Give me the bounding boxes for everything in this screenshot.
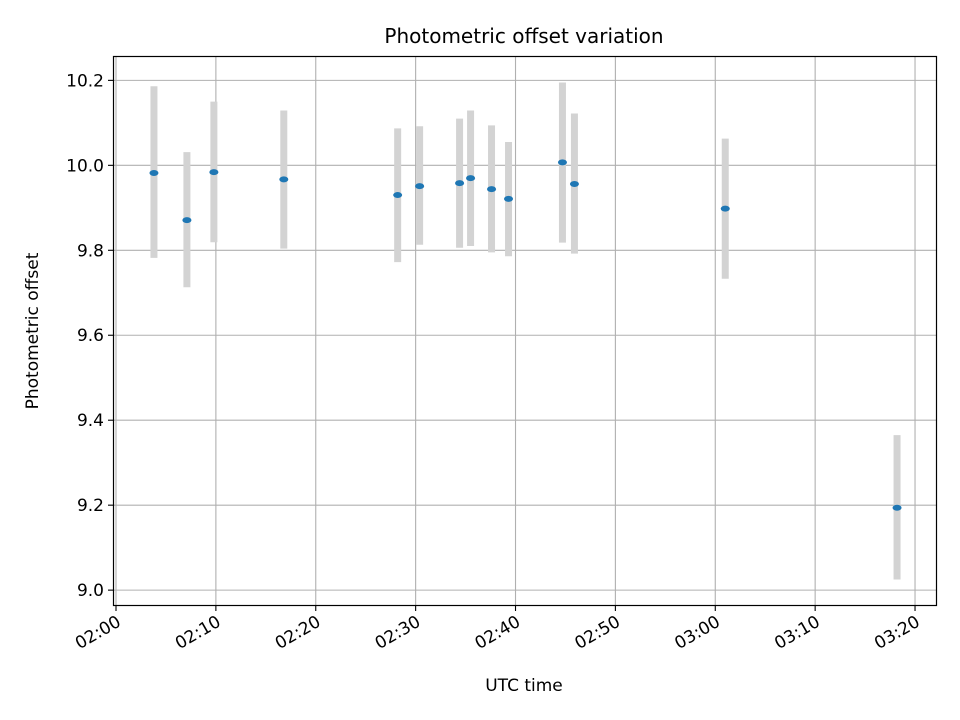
y-tick-label: 9.4 [77, 411, 104, 431]
y-tick-label: 10.0 [66, 156, 104, 176]
data-point [892, 504, 902, 511]
data-point [415, 183, 425, 190]
x-tick-label: 02:00 [72, 612, 124, 654]
x-tick-label: 02:30 [372, 612, 424, 654]
grid-lines [114, 57, 936, 605]
y-tick-label: 9.6 [77, 326, 104, 346]
data-point [182, 217, 192, 224]
x-axis-title: UTC time [485, 676, 563, 696]
data-point [209, 169, 219, 176]
data-point [279, 176, 289, 183]
data-point [487, 186, 497, 193]
data-point [569, 181, 579, 188]
data-point [466, 175, 476, 182]
y-tick-label: 9.2 [77, 496, 104, 516]
y-tick-label: 10.2 [66, 71, 104, 91]
data-point [393, 192, 403, 199]
x-axis-ticks: 02:00 02:10 02:20 02:30 02:40 02:50 03:00 03:10… [72, 605, 924, 654]
x-tick-label: 02:40 [472, 612, 524, 654]
data-point [720, 205, 730, 212]
x-tick-label: 03:20 [871, 612, 923, 654]
data-point [557, 159, 567, 166]
data-point [504, 195, 514, 202]
data-point [149, 169, 159, 176]
x-tick-label: 03:00 [671, 612, 723, 654]
y-axis-ticks: 9.0 9.2 9.4 9.6 9.8 10.0 10.2 [66, 71, 114, 601]
x-tick-label: 02:10 [172, 612, 224, 654]
y-tick-label: 9.0 [77, 581, 104, 601]
plot-frame [112, 55, 938, 607]
y-tick-label: 9.8 [77, 241, 104, 261]
x-tick-label: 02:20 [272, 612, 324, 654]
chart-title: Photometric offset variation [384, 24, 663, 48]
x-tick-label: 03:10 [771, 612, 823, 654]
data-points [149, 159, 902, 511]
x-tick-label: 02:50 [571, 612, 623, 654]
y-axis-title: Photometric offset [23, 252, 43, 409]
data-point [455, 180, 465, 187]
